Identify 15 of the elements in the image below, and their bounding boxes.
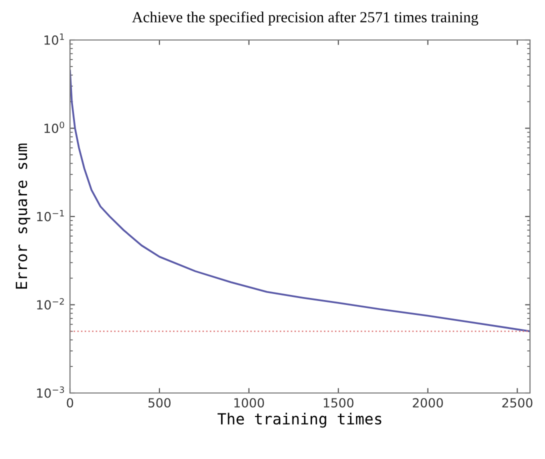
y-tick-label: 10$^{−1}$ <box>37 210 64 222</box>
x-tick-label: 2500 <box>502 398 532 408</box>
y-axis-title: Error square sum <box>16 144 30 289</box>
y-tick-label: 10$^{0}$ <box>44 122 64 134</box>
x-tick-label: 1000 <box>234 398 264 408</box>
line-series <box>70 70 530 332</box>
y-tick-label: 10$^{1}$ <box>44 34 64 45</box>
y-tick-label: 10$^{−2}$ <box>37 298 64 310</box>
y-tick-label: 10$^{−3}$ <box>37 386 64 398</box>
chart-title: Achieve the specified precision after 2571 times training <box>132 11 478 26</box>
x-tick-label: 500 <box>148 398 171 408</box>
x-axis-title: The training times <box>218 412 382 428</box>
x-tick-label: 1500 <box>324 398 354 408</box>
x-tick-label: 2000 <box>412 398 443 408</box>
x-tick-label: 0 <box>66 398 74 408</box>
